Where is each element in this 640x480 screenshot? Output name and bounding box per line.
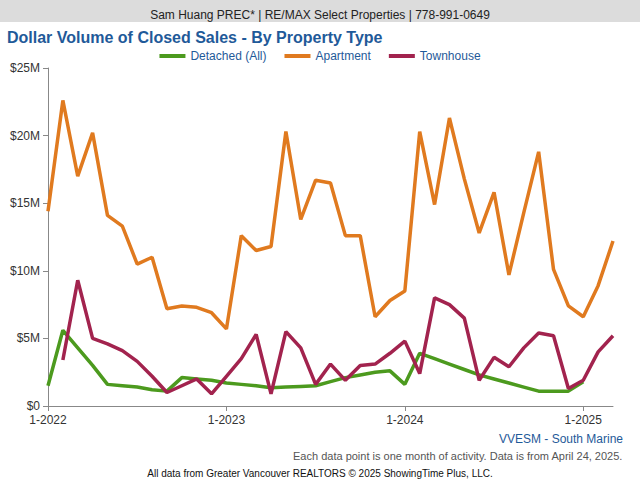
- svg-text:$15M: $15M: [10, 196, 40, 210]
- svg-text:$20M: $20M: [10, 129, 40, 143]
- svg-text:1-2022: 1-2022: [29, 413, 67, 427]
- svg-text:1-2024: 1-2024: [386, 413, 424, 427]
- svg-text:VVESM - South Marine: VVESM - South Marine: [499, 432, 623, 446]
- svg-text:Each data point is one month o: Each data point is one month of activity…: [293, 450, 622, 462]
- svg-text:$25M: $25M: [10, 61, 40, 75]
- svg-text:Detached (All): Detached (All): [190, 49, 266, 63]
- svg-text:$0: $0: [27, 399, 41, 413]
- svg-text:$5M: $5M: [17, 331, 40, 345]
- svg-text:Sam Huang PREC* | RE/MAX Selec: Sam Huang PREC* | RE/MAX Select Properti…: [150, 8, 490, 22]
- svg-text:Townhouse: Townhouse: [420, 49, 481, 63]
- svg-text:Dollar Volume of Closed Sales: Dollar Volume of Closed Sales - By Prope…: [7, 29, 383, 46]
- svg-text:All data from Greater Vancouve: All data from Greater Vancouver REALTORS…: [147, 468, 492, 479]
- svg-text:Apartment: Apartment: [315, 49, 371, 63]
- svg-text:1-2025: 1-2025: [565, 413, 603, 427]
- svg-text:1-2023: 1-2023: [208, 413, 246, 427]
- svg-text:$10M: $10M: [10, 264, 40, 278]
